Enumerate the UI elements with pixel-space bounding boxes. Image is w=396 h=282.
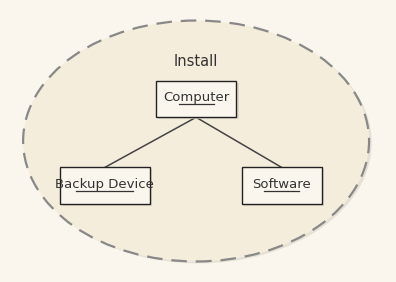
Text: Software: Software xyxy=(252,178,311,191)
Text: Backup Device: Backup Device xyxy=(55,178,154,191)
Bar xyxy=(159,83,239,119)
Bar xyxy=(63,169,152,206)
Ellipse shape xyxy=(23,21,369,261)
Bar xyxy=(156,81,236,117)
Text: Install: Install xyxy=(174,54,218,69)
Bar xyxy=(244,169,324,206)
Text: Computer: Computer xyxy=(163,91,229,104)
Ellipse shape xyxy=(26,23,372,263)
Bar xyxy=(60,168,150,204)
Bar xyxy=(242,168,322,204)
